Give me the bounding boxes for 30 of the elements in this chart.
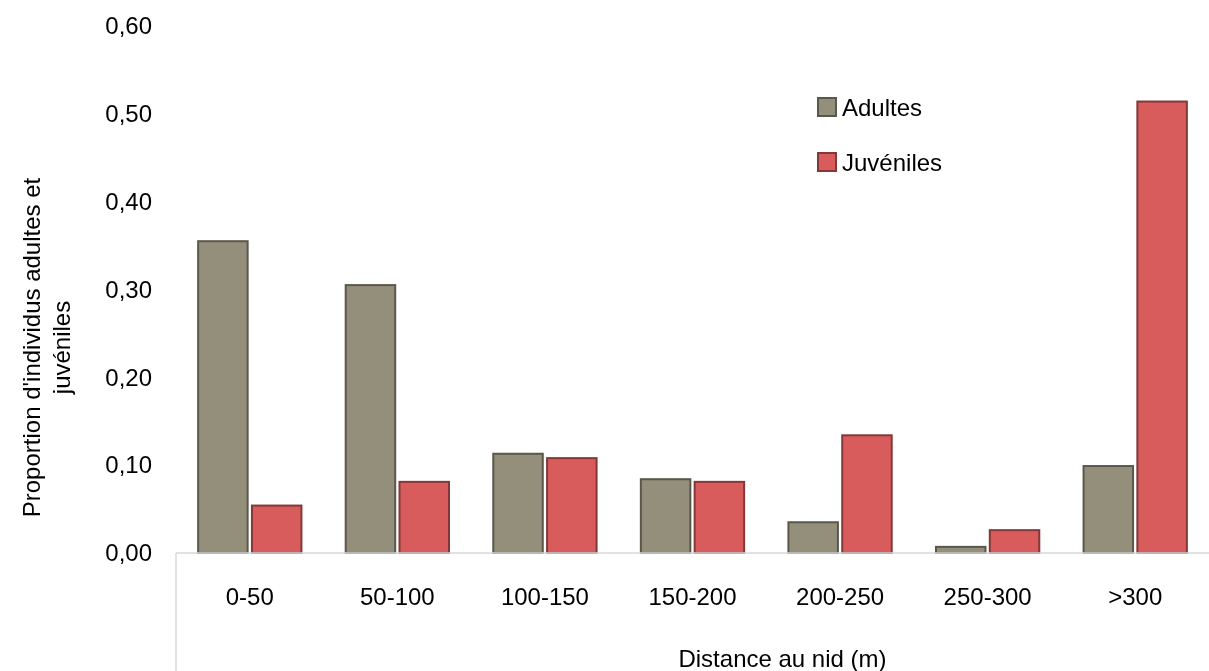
bar [546,457,598,554]
legend-label: Adultes [842,94,923,121]
y-axis-title: Proportion d'individus adultes et juvéniles [18,177,75,518]
bar [250,504,303,554]
y-tick-label: 0,50 [105,100,152,128]
y-tick-label: 0,10 [105,451,152,479]
y-tick-label: 0,40 [105,187,152,215]
x-tick-label: 150-200 [648,583,737,610]
bar [492,452,544,554]
bar [787,521,839,554]
bar [639,478,692,554]
bar [344,284,397,554]
x-tick-label: >300 [1108,583,1163,610]
bar [1082,465,1135,554]
legend-label: Juvéniles [842,149,943,176]
x-tick-label: 50-100 [359,583,435,610]
bar [988,529,1041,554]
bar [693,480,746,554]
y-tick-label: 0,30 [105,275,152,303]
y-tick-label: 0,00 [105,539,152,567]
x-tick-label: 250-300 [943,583,1032,610]
x-tick-label: 100-150 [500,583,589,610]
bar [398,480,451,554]
bar [197,240,249,554]
y-tick-label: 0,20 [105,363,152,391]
y-tick-label: 0,60 [105,12,152,40]
bar [1136,100,1188,554]
x-tick-label: 200-250 [796,583,885,610]
bar [841,434,893,554]
x-tick-label: 0-50 [225,583,274,610]
